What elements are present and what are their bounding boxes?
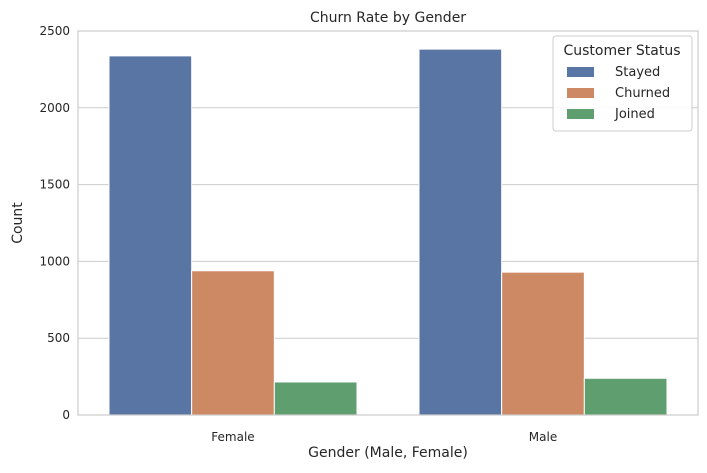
y-tick-label: 2000	[39, 101, 70, 115]
chart-title: Churn Rate by Gender	[310, 10, 466, 26]
legend-title: Customer Status	[563, 43, 680, 59]
y-tick-label: 1000	[39, 254, 70, 268]
legend-swatch-churned	[567, 88, 594, 98]
legend-label-churned: Churned	[615, 86, 670, 101]
x-tick-label: Male	[529, 430, 557, 444]
legend: Customer Status Stayed Churned Joined	[552, 35, 693, 132]
bar-stayed-male	[418, 48, 503, 416]
bar-stayed-female	[108, 55, 193, 416]
legend-swatch-stayed	[567, 67, 594, 77]
bar-churned-female	[191, 270, 275, 416]
legend-items: Stayed Churned Joined	[567, 65, 670, 122]
bar-joined-female	[273, 381, 358, 416]
x-tick-label: Female	[211, 430, 254, 444]
plot-frame	[77, 30, 699, 416]
bars	[108, 48, 668, 416]
x-axis-label: Gender (Male, Female)	[308, 445, 468, 461]
legend-label-joined: Joined	[614, 107, 655, 122]
y-tick-label: 2500	[39, 24, 70, 38]
y-tick-label: 500	[47, 331, 70, 345]
bar-churned-male	[501, 271, 585, 416]
bar-joined-male	[583, 377, 668, 416]
x-axis-ticks: Female Male	[211, 430, 557, 444]
legend-swatch-joined	[567, 109, 594, 119]
y-axis-ticks: 0 500 1000 1500 2000 2500	[39, 24, 70, 422]
y-tick-label: 0	[62, 408, 70, 422]
legend-label-stayed: Stayed	[615, 65, 660, 80]
y-tick-label: 1500	[39, 178, 70, 192]
legend-box	[552, 35, 693, 132]
y-axis-label: Count	[10, 202, 26, 244]
